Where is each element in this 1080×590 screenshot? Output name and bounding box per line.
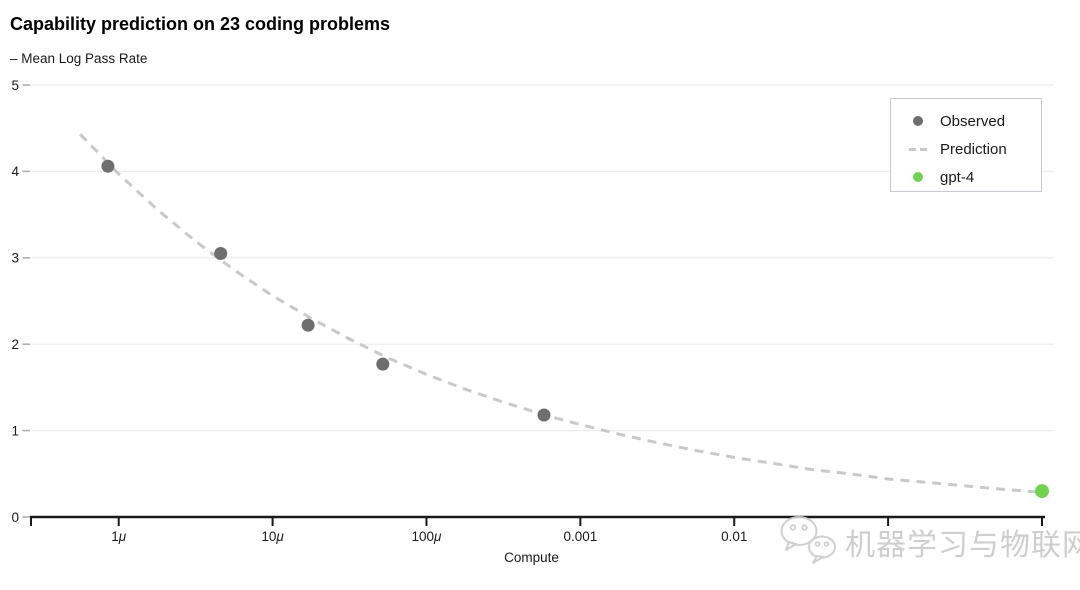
gpt4-point [1035,484,1049,499]
prediction-curve [79,133,1038,494]
observed-dot-icon [903,116,933,126]
observed-point [376,357,390,371]
gpt4-dot-icon [903,172,933,182]
y-tick-label: 3 [11,251,19,266]
x-axis: 1μ 10μ 100μ 0.001 0.01 Compute [30,515,1045,565]
legend-label: Observed [940,112,1006,130]
y-tick-label: 4 [11,164,19,179]
y-tick-label: 1 [11,423,19,438]
observed-point [301,318,315,332]
observed-series [101,159,551,422]
x-tick-label: 100μ [412,529,443,544]
x-tick-label: 0.001 [563,529,597,544]
legend-item-observed: Observed [903,109,1041,133]
y-tick-label: 0 [11,510,19,525]
y-tick-label: 5 [11,78,19,93]
prediction-path [79,133,1038,494]
chart-title: Capability prediction on 23 coding probl… [10,14,391,34]
legend-item-prediction: Prediction [903,137,1041,161]
x-tick-label: 0.01 [721,529,747,544]
gpt4-series [1035,484,1049,499]
y-tick-label: 2 [11,337,19,352]
x-axis-label: Compute [504,550,559,565]
legend-label: Prediction [940,140,1007,158]
y-axis: 0 1 2 3 4 5 [11,78,30,525]
x-tick-label: 10μ [261,529,284,544]
legend: Observed Prediction gpt-4 [890,98,1042,192]
gridlines [31,84,1054,432]
observed-point [537,408,551,422]
y-axis-title: – Mean Log Pass Rate [10,51,148,66]
observed-point [101,159,115,173]
observed-point [214,247,228,260]
legend-item-gpt4: gpt-4 [903,165,1041,189]
dashed-line-icon [903,147,933,151]
legend-label: gpt-4 [940,168,975,186]
x-tick-label: 1μ [111,529,127,544]
